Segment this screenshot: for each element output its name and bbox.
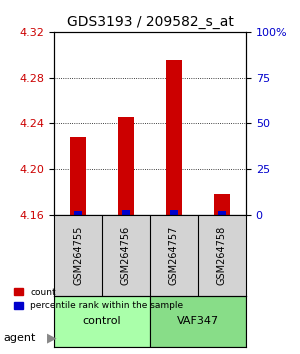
Bar	[166, 61, 182, 215]
Text: GSM264756: GSM264756	[121, 226, 131, 285]
Text: ▶: ▶	[46, 332, 56, 344]
Bar	[118, 116, 134, 215]
Bar	[74, 211, 82, 215]
Bar	[122, 210, 130, 215]
Bar	[70, 137, 86, 215]
Text: GSM264755: GSM264755	[73, 225, 83, 285]
Text: agent: agent	[3, 333, 35, 343]
Text: GSM264758: GSM264758	[217, 226, 227, 285]
Text: VAF347: VAF347	[177, 316, 219, 326]
Bar	[214, 194, 230, 215]
Bar	[218, 211, 226, 215]
Bar	[170, 210, 178, 215]
FancyBboxPatch shape	[54, 296, 150, 347]
Text: GSM264757: GSM264757	[169, 225, 179, 285]
Title: GDS3193 / 209582_s_at: GDS3193 / 209582_s_at	[67, 16, 233, 29]
Text: control: control	[83, 316, 121, 326]
Legend: count, percentile rank within the sample: count, percentile rank within the sample	[11, 284, 187, 314]
FancyBboxPatch shape	[150, 296, 246, 347]
